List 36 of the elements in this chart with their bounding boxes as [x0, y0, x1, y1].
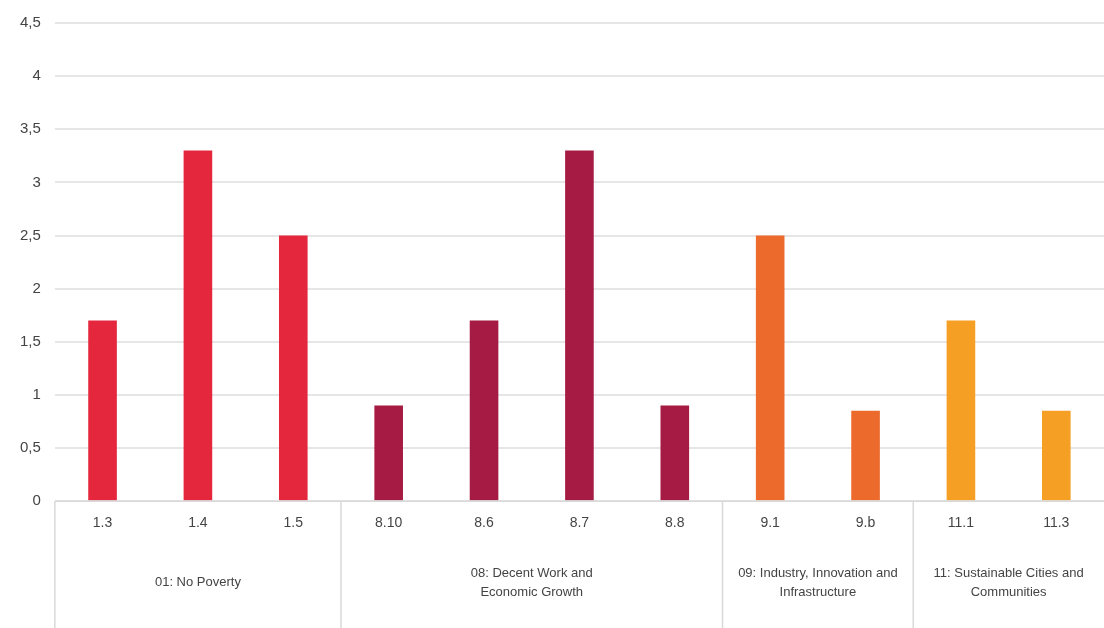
text: 09: Industry, Innovation and Infrastructure	[738, 564, 898, 599]
y-tick-label: 3,5	[19, 119, 41, 137]
bar	[946, 320, 976, 501]
x-tick-label: 11.3	[1043, 514, 1070, 531]
text: 11: Sustainable Cities and Communities	[933, 564, 1084, 599]
bar	[1042, 410, 1071, 501]
bar	[278, 235, 308, 501]
bar	[183, 150, 213, 501]
x-tick-label: 1.5	[283, 514, 304, 531]
bar	[88, 320, 117, 501]
bar	[755, 235, 785, 501]
y-tick-label: 1	[32, 385, 41, 403]
y-tick-label: 2	[32, 278, 41, 296]
bar	[851, 410, 880, 501]
y-tick-label: 0	[32, 491, 41, 509]
x-tick-label: 9.1	[760, 514, 781, 531]
bar	[565, 150, 594, 501]
y-tick-label: 4	[32, 66, 41, 84]
x-tick-label: 9.b	[855, 514, 876, 531]
x-tick-label: 1.3	[92, 514, 113, 531]
x-tick-label: 8.7	[569, 514, 590, 531]
text: 08: Decent Work and Economic Growth	[470, 564, 593, 599]
x-tick-label: 1.4	[188, 514, 208, 531]
bar	[469, 320, 499, 501]
x-tick-label: 8.6	[474, 514, 494, 531]
x-tick-label: 8.8	[665, 514, 685, 531]
y-tick-label: 4,5	[19, 13, 41, 31]
x-tick-label: 11.1	[947, 514, 975, 531]
y-tick-label: 3	[32, 172, 41, 190]
y-tick-label: 0,5	[19, 438, 41, 456]
y-tick-label: 1,5	[19, 331, 41, 349]
text: 01: No Poverty	[154, 573, 242, 589]
x-tick-label: 8.10	[375, 514, 403, 531]
bar	[660, 405, 690, 501]
y-tick-label: 2,5	[19, 225, 41, 243]
bar	[374, 405, 403, 501]
